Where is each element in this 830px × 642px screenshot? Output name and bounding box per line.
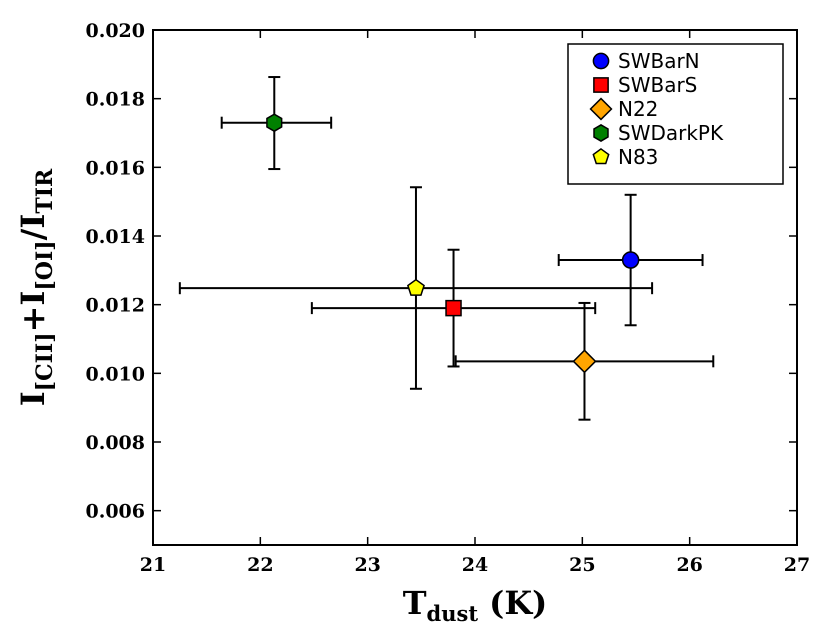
x-tick-label: 26 (676, 554, 702, 576)
y-tick-label: 0.016 (86, 157, 146, 179)
legend-marker-n83 (592, 147, 610, 165)
data-point-swbarn (621, 251, 640, 269)
x-tick-label: 27 (784, 554, 810, 576)
x-tick-label: 21 (140, 554, 166, 576)
y-axis-title-slash: / (14, 228, 52, 240)
legend-label-swbarn: SWBarN (618, 49, 700, 73)
x-axis-title-sub: dust (427, 601, 479, 626)
y-axis-title-part3-sub: TIR (32, 168, 58, 214)
legend-label-swbars: SWBarS (618, 73, 697, 97)
y-tick-label: 0.014 (86, 226, 146, 248)
x-tick-label: 23 (354, 554, 380, 576)
y-tick-label: 0.012 (86, 295, 146, 317)
y-axis-title-part2: I (14, 291, 52, 306)
markers-layer (266, 113, 640, 374)
legend-label-swdarkpk: SWDarkPK (618, 121, 724, 145)
x-tick-label: 24 (462, 554, 488, 576)
x-axis-title-main: T (403, 584, 427, 622)
data-point-n83 (407, 278, 425, 296)
legend-marker-swbars (593, 77, 609, 93)
data-point-n22 (572, 349, 597, 374)
y-tick-label: 0.010 (86, 363, 146, 385)
y-axis-title-part3: I (14, 214, 52, 229)
data-point-swdarkpk (266, 113, 283, 133)
error-bars-layer (178, 76, 715, 421)
legend-label-n83: N83 (618, 145, 658, 169)
x-tick-label: 22 (247, 554, 273, 576)
y-tick-label: 0.020 (86, 20, 146, 42)
y-axis-title-part1-sub: [CII] (32, 332, 58, 391)
x-axis-title: Tdust (K) (403, 584, 548, 626)
plot-frame (152, 29, 798, 546)
y-tick-label: 0.006 (86, 501, 146, 523)
y-axis-title-plus: + (14, 306, 52, 333)
y-axis-title: I[CII]+I[OI]/ITIR (14, 168, 58, 406)
x-tick-label: 25 (569, 554, 595, 576)
legend-marker-n22 (589, 97, 613, 121)
y-tick-label: 0.008 (86, 432, 146, 454)
legend-marker-swbarn (592, 52, 610, 70)
legend-marker-swdarkpk (593, 124, 609, 142)
legend-label-n22: N22 (618, 97, 658, 121)
x-axis-title-tail: (K) (478, 584, 547, 622)
data-point-swbars (445, 299, 462, 317)
y-tick-label: 0.018 (86, 89, 146, 111)
y-axis-title-part1: I (14, 391, 52, 406)
y-axis-title-part2-sub: [OI] (32, 240, 58, 290)
